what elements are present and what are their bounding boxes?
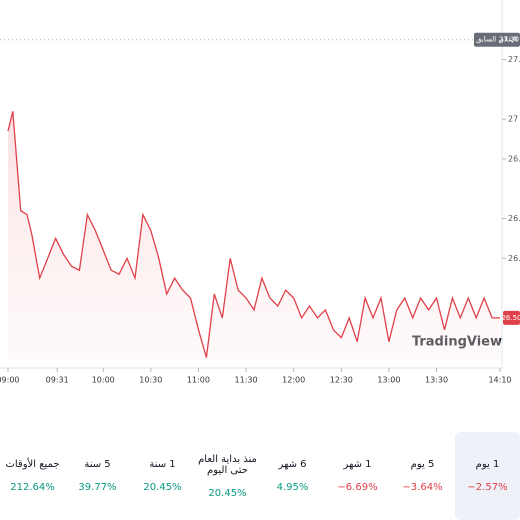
period-label: 5 يوم xyxy=(410,459,435,470)
x-tick-label: 12:30 xyxy=(330,376,353,385)
period-label: جميع الأوقات xyxy=(5,459,60,470)
y-tick-label: 26.65 xyxy=(508,254,520,263)
period-change: 39.77% xyxy=(78,482,117,493)
y-tick-label: 27.15 xyxy=(508,55,520,64)
period-tab[interactable]: 5 سنة 39.77% xyxy=(65,432,130,520)
period-change: −3.64% xyxy=(402,482,443,493)
previous-close-label: الإغلاق السابق xyxy=(476,36,518,44)
period-tab[interactable]: جميع الأوقات 212.64% xyxy=(0,432,65,520)
period-label: منذ بداية العام حتى اليوم xyxy=(198,453,257,476)
previous-close-value: 27.20 xyxy=(499,36,519,44)
x-tick-label: 11:30 xyxy=(235,376,258,385)
x-tick-label: 09:00 xyxy=(0,376,20,385)
period-tab[interactable]: 1 سنة 20.45% xyxy=(130,432,195,520)
y-tick-label: 26.75 xyxy=(508,214,520,223)
period-label: 1 يوم xyxy=(475,459,500,470)
x-tick-label: 10:00 xyxy=(92,376,115,385)
last-price-badge xyxy=(503,310,520,325)
x-tick-label: 09:31 xyxy=(46,376,69,385)
period-tab[interactable]: 5 يوم −3.64% xyxy=(390,432,455,520)
period-tab[interactable]: 1 شهر −6.69% xyxy=(325,432,390,520)
x-tick-label: 13:30 xyxy=(425,376,448,385)
x-tick-label: 14:10 xyxy=(488,376,511,385)
price-line xyxy=(7,111,500,358)
period-change: −2.57% xyxy=(467,482,508,493)
period-change: 20.45% xyxy=(208,487,247,499)
period-change: 212.64% xyxy=(10,482,55,493)
period-tab[interactable]: منذ بداية العام حتى اليوم 20.45% xyxy=(195,432,260,520)
period-change: 20.45% xyxy=(143,482,182,493)
period-label: 1 شهر xyxy=(343,459,372,470)
period-tab[interactable]: 1 يوم −2.57% xyxy=(455,432,520,520)
x-tick-label: 11:00 xyxy=(187,376,210,385)
period-label: 1 سنة xyxy=(149,459,176,470)
period-change: −6.69% xyxy=(337,482,378,493)
period-tab[interactable]: 6 شهر 4.95% xyxy=(260,432,325,520)
period-change: 4.95% xyxy=(276,482,309,493)
y-tick-label: 26.9 xyxy=(508,154,520,163)
line-area xyxy=(8,111,500,360)
period-tabs: 1 يوم −2.57% 5 يوم −3.64% 1 شهر −6.69% 6 شهر 4.… xyxy=(0,432,520,520)
period-label: 5 سنة xyxy=(84,459,111,470)
y-tick-label: 27 xyxy=(508,115,518,124)
x-tick-label: 13:00 xyxy=(377,376,400,385)
period-label: 6 شهر xyxy=(278,459,307,470)
x-tick-label: 10:30 xyxy=(139,376,162,385)
previous-close-badge xyxy=(474,32,520,47)
chart: 27.15 27 26.9 26.75 26.65 09:00 09:31 10:00 10:3… xyxy=(0,0,520,385)
x-tick-label: 12:00 xyxy=(282,376,305,385)
last-price-label: 26.50 xyxy=(501,314,520,322)
